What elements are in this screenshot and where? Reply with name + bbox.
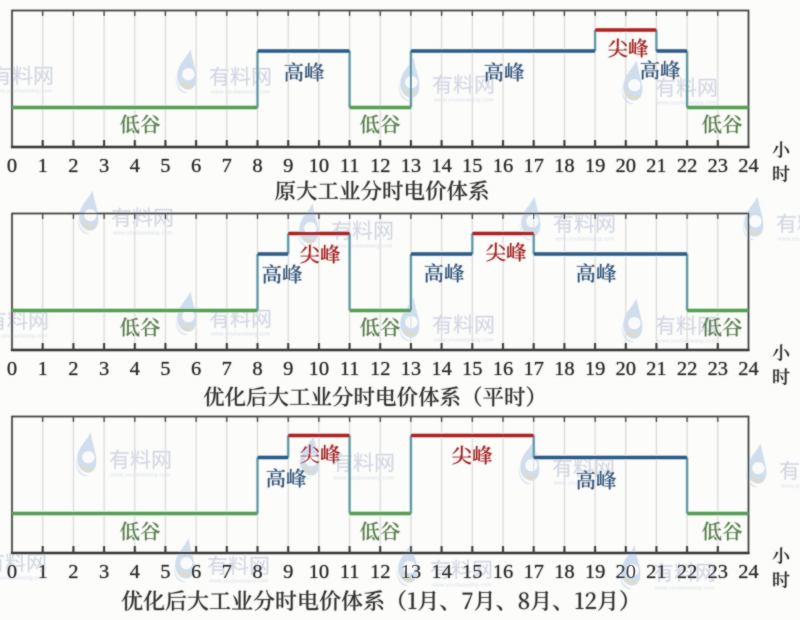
svg-text:9: 9 [283, 561, 293, 583]
svg-text:23: 23 [708, 155, 729, 177]
svg-text:21: 21 [646, 155, 667, 177]
svg-text:8: 8 [252, 155, 262, 177]
svg-text:21: 21 [646, 358, 667, 380]
svg-text:1: 1 [38, 358, 48, 380]
svg-text:18: 18 [554, 358, 575, 380]
svg-text:2: 2 [68, 358, 78, 380]
svg-text:6: 6 [191, 561, 201, 583]
svg-text:11: 11 [340, 155, 360, 177]
svg-text:19: 19 [585, 561, 606, 583]
svg-text:7: 7 [222, 358, 232, 380]
svg-text:14: 14 [431, 155, 452, 177]
svg-text:23: 23 [708, 561, 729, 583]
svg-text:11: 11 [340, 561, 360, 583]
svg-text:15: 15 [462, 155, 483, 177]
svg-text:24: 24 [738, 561, 759, 583]
svg-text:16: 16 [493, 155, 514, 177]
svg-text:22: 22 [677, 561, 698, 583]
svg-text:18: 18 [554, 561, 575, 583]
svg-text:10: 10 [309, 155, 330, 177]
svg-text:13: 13 [401, 561, 422, 583]
svg-text:4: 4 [130, 155, 140, 177]
svg-text:17: 17 [523, 155, 544, 177]
svg-text:17: 17 [523, 358, 544, 380]
svg-text:17: 17 [523, 561, 544, 583]
svg-text:18: 18 [554, 155, 575, 177]
svg-text:4: 4 [130, 358, 140, 380]
svg-text:16: 16 [493, 358, 514, 380]
svg-text:22: 22 [677, 155, 698, 177]
svg-text:4: 4 [130, 561, 140, 583]
svg-text:20: 20 [616, 358, 637, 380]
svg-text:3: 3 [99, 358, 109, 380]
svg-text:1: 1 [38, 561, 48, 583]
svg-text:16: 16 [493, 561, 514, 583]
svg-text:24: 24 [738, 358, 759, 380]
svg-text:8: 8 [252, 358, 262, 380]
svg-text:3: 3 [99, 155, 109, 177]
svg-text:20: 20 [616, 155, 637, 177]
svg-text:2: 2 [68, 155, 78, 177]
svg-text:8: 8 [252, 561, 262, 583]
svg-text:12: 12 [370, 155, 391, 177]
svg-text:14: 14 [431, 561, 452, 583]
svg-text:0: 0 [7, 358, 17, 380]
svg-text:22: 22 [677, 358, 698, 380]
svg-text:2: 2 [68, 561, 78, 583]
svg-text:5: 5 [160, 358, 170, 380]
svg-text:13: 13 [401, 358, 422, 380]
svg-text:19: 19 [585, 358, 606, 380]
svg-text:10: 10 [309, 358, 330, 380]
svg-text:3: 3 [99, 561, 109, 583]
svg-text:14: 14 [431, 358, 452, 380]
svg-text:9: 9 [283, 155, 293, 177]
svg-text:20: 20 [616, 561, 637, 583]
svg-text:5: 5 [160, 155, 170, 177]
svg-text:24: 24 [738, 155, 759, 177]
svg-text:21: 21 [646, 561, 667, 583]
svg-text:23: 23 [708, 358, 729, 380]
svg-text:13: 13 [401, 155, 422, 177]
svg-text:15: 15 [462, 561, 483, 583]
svg-text:15: 15 [462, 358, 483, 380]
svg-text:5: 5 [160, 561, 170, 583]
svg-text:0: 0 [7, 155, 17, 177]
svg-text:9: 9 [283, 358, 293, 380]
svg-text:7: 7 [222, 561, 232, 583]
svg-text:12: 12 [370, 561, 391, 583]
svg-text:1: 1 [38, 155, 48, 177]
svg-text:6: 6 [191, 358, 201, 380]
svg-text:7: 7 [222, 155, 232, 177]
svg-text:6: 6 [191, 155, 201, 177]
svg-text:19: 19 [585, 155, 606, 177]
svg-text:11: 11 [340, 358, 360, 380]
svg-text:0: 0 [7, 561, 17, 583]
svg-text:10: 10 [309, 561, 330, 583]
svg-text:12: 12 [370, 358, 391, 380]
